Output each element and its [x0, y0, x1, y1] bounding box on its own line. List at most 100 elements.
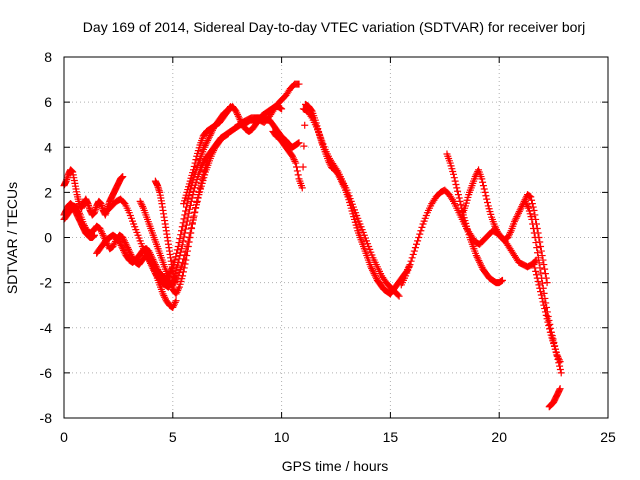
data-point: [539, 256, 547, 264]
data-point: [492, 224, 500, 232]
data-point: [170, 300, 178, 308]
data-point: [482, 192, 490, 200]
data-point: [474, 255, 482, 263]
y-tick-label: -2: [40, 275, 53, 291]
data-point: [518, 202, 526, 210]
data-point: [522, 199, 530, 207]
data-point: [98, 228, 106, 236]
series-sat-p: [530, 261, 564, 366]
data-point: [190, 212, 198, 220]
data-point: [541, 308, 549, 316]
series-sat-a: [60, 166, 127, 219]
y-tick-label: 6: [44, 94, 52, 110]
data-point: [537, 288, 545, 296]
data-point: [537, 291, 545, 299]
data-point: [202, 140, 210, 148]
data-point: [80, 222, 88, 230]
data-point: [534, 254, 542, 262]
data-point: [454, 187, 462, 195]
data-point: [177, 231, 185, 239]
data-point: [174, 287, 182, 295]
data-point: [456, 197, 464, 205]
data-point: [182, 207, 190, 215]
data-point: [235, 114, 243, 122]
data-point: [556, 385, 564, 393]
data-point: [116, 240, 124, 248]
y-tick-label: 4: [44, 139, 52, 155]
data-point: [192, 156, 200, 164]
data-point: [119, 173, 127, 181]
data-point: [301, 121, 309, 129]
data-point: [517, 204, 525, 212]
data-point: [537, 269, 545, 277]
data-point: [179, 268, 187, 276]
data-point: [514, 211, 522, 219]
data-point: [179, 219, 187, 227]
data-point: [528, 215, 536, 223]
data-point: [451, 177, 459, 185]
series-sat-g: [151, 177, 179, 287]
data-point: [183, 247, 191, 255]
data-point: [237, 117, 245, 125]
data-point: [531, 257, 539, 265]
data-point: [109, 243, 117, 251]
data-point: [407, 257, 415, 265]
data-point: [292, 159, 300, 167]
data-point: [532, 271, 540, 279]
data-point: [532, 239, 540, 247]
data-point: [192, 204, 200, 212]
data-point: [99, 231, 107, 239]
data-point: [234, 112, 242, 120]
data-point: [76, 209, 84, 217]
data-point: [448, 196, 456, 204]
data-point: [204, 136, 212, 144]
data-point: [181, 211, 189, 219]
data-point: [368, 266, 376, 274]
data-point: [293, 163, 301, 171]
data-point: [483, 195, 491, 203]
data-point: [204, 135, 212, 143]
data-point: [395, 292, 403, 300]
x-tick-label: 25: [600, 429, 616, 445]
data-point: [187, 229, 195, 237]
data-point: [110, 241, 118, 249]
data-point: [189, 216, 197, 224]
data-point: [97, 226, 105, 234]
data-point: [455, 194, 463, 202]
data-point: [540, 261, 548, 269]
data-point: [203, 138, 211, 146]
data-point: [513, 213, 521, 221]
data-point: [516, 206, 524, 214]
x-tick-label: 0: [60, 429, 68, 445]
data-point: [409, 250, 417, 258]
data-point: [530, 261, 538, 269]
chart-title: Day 169 of 2014, Sidereal Day-to-day VTE…: [83, 19, 585, 35]
data-point: [186, 234, 194, 241]
data-point: [74, 206, 82, 214]
y-tick-label: 0: [44, 230, 52, 246]
data-point: [206, 131, 214, 139]
x-tick-label: 5: [169, 429, 177, 445]
data-point: [541, 305, 549, 313]
data-point: [172, 297, 180, 305]
data-point: [372, 273, 380, 281]
data-point: [457, 201, 465, 209]
data-point: [535, 281, 543, 289]
data-point: [369, 268, 377, 276]
grid: [64, 57, 608, 418]
data-point: [417, 227, 425, 235]
data-point: [295, 80, 303, 88]
data-point: [477, 262, 485, 270]
data-point: [119, 245, 127, 253]
data-point: [408, 254, 416, 262]
data-point: [210, 147, 218, 155]
data-point: [538, 252, 546, 260]
data-point: [291, 157, 299, 165]
data-point: [179, 272, 187, 280]
data-point: [370, 270, 378, 278]
data-point: [453, 184, 461, 192]
data-point: [293, 167, 301, 175]
data-point: [367, 263, 375, 271]
data-point: [538, 294, 546, 302]
data-point: [411, 244, 419, 252]
